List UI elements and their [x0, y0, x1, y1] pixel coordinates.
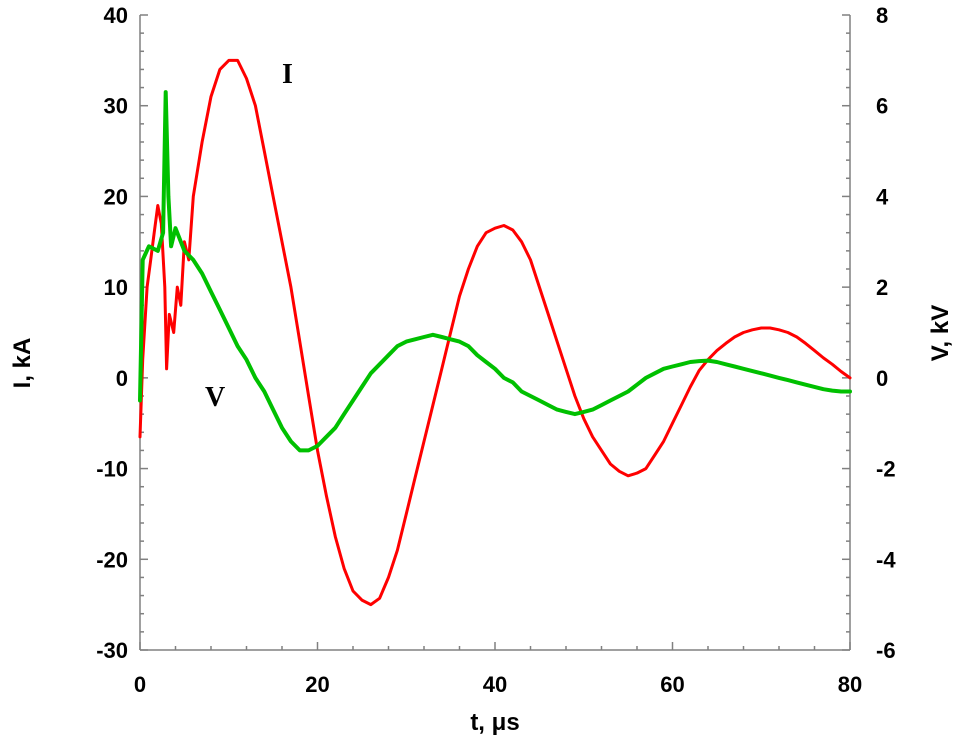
series-label-v: V — [205, 382, 225, 413]
x-tick-label: 40 — [483, 672, 507, 697]
y-right-tick-label: -2 — [876, 457, 896, 482]
y-left-tick-label: 40 — [104, 3, 128, 28]
y-left-tick-label: 30 — [104, 94, 128, 119]
series-label-i: I — [282, 59, 293, 90]
y-right-tick-label: -4 — [876, 547, 896, 572]
y-left-tick-label: 0 — [116, 366, 128, 391]
y-left-tick-label: 20 — [104, 184, 128, 209]
y-right-axis-title: V, kV — [927, 305, 954, 362]
x-tick-label: 80 — [838, 672, 862, 697]
y-left-tick-label: 10 — [104, 275, 128, 300]
y-right-tick-label: 2 — [876, 275, 888, 300]
y-right-tick-label: 6 — [876, 94, 888, 119]
y-left-tick-label: -10 — [96, 457, 128, 482]
series — [138, 58, 852, 607]
x-tick-label: 20 — [305, 672, 329, 697]
x-tick-label: 60 — [660, 672, 684, 697]
ticks — [139, 14, 851, 651]
series-line-v — [138, 90, 852, 453]
y-right-tick-label: 4 — [876, 184, 889, 209]
y-right-tick-label: 8 — [876, 3, 888, 28]
x-tick-label: 0 — [134, 672, 146, 697]
y-left-tick-label: -20 — [96, 547, 128, 572]
x-axis-title: t, μs — [470, 709, 519, 736]
y-left-axis-title: I, kA — [9, 338, 36, 389]
y-right-tick-label: -6 — [876, 638, 896, 663]
y-left-tick-label: -30 — [96, 638, 128, 663]
series-line-i — [138, 58, 852, 607]
y-right-tick-label: 0 — [876, 366, 888, 391]
